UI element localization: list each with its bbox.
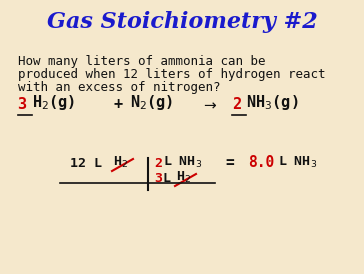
Text: How many liters of ammonia can be: How many liters of ammonia can be	[18, 55, 265, 68]
Text: $\rightarrow$: $\rightarrow$	[202, 97, 218, 112]
Text: Gas Stoichiometry #2: Gas Stoichiometry #2	[47, 11, 317, 33]
Text: H$_2$: H$_2$	[176, 170, 191, 185]
Text: 3: 3	[154, 172, 162, 185]
Text: N$_2$(g): N$_2$(g)	[130, 93, 173, 112]
Text: 8.0: 8.0	[248, 155, 274, 170]
Text: =: =	[226, 155, 234, 170]
Text: produced when 12 liters of hydrogen react: produced when 12 liters of hydrogen reac…	[18, 68, 325, 81]
Text: with an excess of nitrogen?: with an excess of nitrogen?	[18, 81, 221, 94]
Text: 12 L: 12 L	[70, 157, 102, 170]
Text: 2: 2	[154, 157, 162, 170]
Text: H$_2$: H$_2$	[113, 155, 128, 170]
Text: L NH$_3$: L NH$_3$	[278, 155, 317, 170]
Text: 2: 2	[233, 97, 242, 112]
Text: 3: 3	[17, 97, 27, 112]
Text: +: +	[114, 97, 123, 112]
Text: H$_2$(g): H$_2$(g)	[32, 93, 75, 112]
Text: L NH$_3$: L NH$_3$	[163, 155, 202, 170]
Text: NH$_3$(g): NH$_3$(g)	[246, 93, 298, 112]
Text: L: L	[163, 172, 171, 185]
